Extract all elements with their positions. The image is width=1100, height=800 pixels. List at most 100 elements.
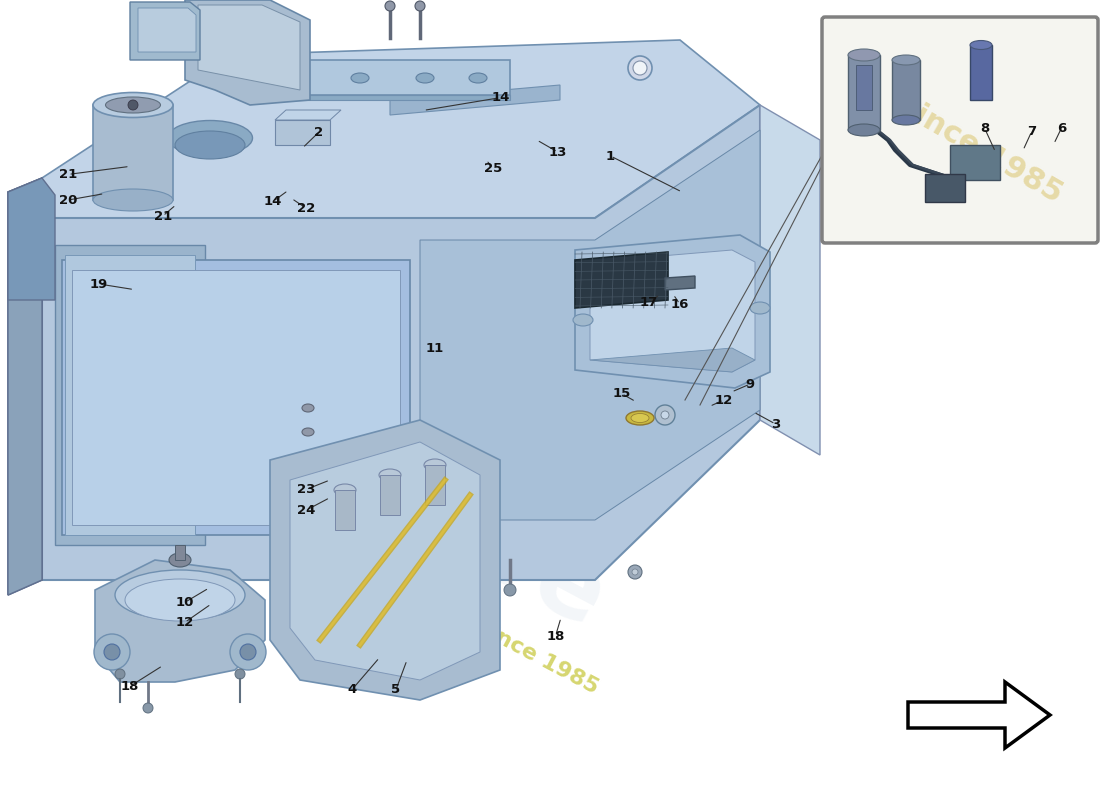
Circle shape [147, 569, 153, 575]
Circle shape [661, 411, 669, 419]
Polygon shape [590, 250, 755, 372]
Polygon shape [390, 85, 560, 115]
Ellipse shape [892, 115, 920, 125]
Ellipse shape [573, 314, 593, 326]
Polygon shape [250, 60, 510, 95]
Polygon shape [290, 442, 480, 680]
Ellipse shape [94, 189, 173, 211]
Ellipse shape [469, 73, 487, 83]
Text: 12: 12 [176, 616, 194, 629]
Ellipse shape [892, 55, 920, 65]
Polygon shape [275, 110, 341, 120]
Text: 5: 5 [392, 683, 400, 696]
Text: 10: 10 [176, 596, 194, 609]
Text: 22: 22 [297, 202, 315, 214]
Polygon shape [590, 348, 755, 372]
Polygon shape [275, 120, 330, 145]
Bar [950, 145, 1000, 180]
Ellipse shape [116, 570, 245, 620]
Text: 14: 14 [492, 91, 509, 104]
Ellipse shape [302, 428, 313, 436]
Circle shape [628, 565, 642, 579]
Circle shape [472, 569, 478, 575]
Polygon shape [130, 2, 200, 60]
Text: 25: 25 [484, 162, 502, 174]
Text: 7: 7 [1027, 125, 1036, 138]
Ellipse shape [286, 73, 304, 83]
Bar [425, 465, 446, 505]
Polygon shape [62, 260, 410, 535]
Ellipse shape [351, 73, 369, 83]
Ellipse shape [169, 553, 191, 567]
Text: 15: 15 [613, 387, 630, 400]
Circle shape [654, 405, 675, 425]
Polygon shape [185, 0, 310, 105]
Text: 4: 4 [348, 683, 356, 696]
Ellipse shape [848, 49, 880, 61]
Text: 16: 16 [671, 298, 689, 310]
Text: 8: 8 [980, 122, 989, 134]
Circle shape [143, 565, 157, 579]
Text: 1: 1 [606, 150, 615, 162]
Circle shape [230, 634, 266, 670]
Text: since 1985: since 1985 [893, 91, 1067, 209]
Text: 17: 17 [640, 296, 658, 309]
Circle shape [628, 56, 652, 80]
Text: 3: 3 [771, 418, 780, 430]
Circle shape [143, 703, 153, 713]
Bar [336, 490, 355, 530]
Ellipse shape [626, 411, 654, 425]
FancyBboxPatch shape [822, 17, 1098, 243]
Ellipse shape [970, 41, 992, 50]
Bar [848, 55, 880, 130]
Text: 9: 9 [746, 378, 755, 390]
Text: 18: 18 [121, 680, 139, 693]
Ellipse shape [334, 484, 356, 496]
Text: 19: 19 [90, 278, 108, 290]
Circle shape [94, 634, 130, 670]
Polygon shape [8, 178, 42, 595]
Circle shape [240, 644, 256, 660]
Circle shape [632, 61, 647, 75]
Ellipse shape [750, 302, 770, 314]
Ellipse shape [379, 469, 401, 481]
Ellipse shape [125, 579, 235, 621]
Polygon shape [95, 560, 265, 682]
Polygon shape [250, 95, 510, 100]
Ellipse shape [848, 124, 880, 136]
Text: 2: 2 [315, 126, 323, 138]
Polygon shape [55, 245, 205, 545]
Circle shape [128, 100, 138, 110]
Circle shape [415, 1, 425, 11]
Polygon shape [65, 255, 195, 535]
Circle shape [385, 1, 395, 11]
Ellipse shape [302, 404, 313, 412]
Polygon shape [908, 682, 1050, 748]
Bar [856, 65, 872, 110]
Polygon shape [42, 40, 760, 218]
Ellipse shape [106, 97, 161, 113]
Bar [94, 105, 173, 200]
Text: 12: 12 [715, 394, 733, 406]
Text: a passion for parts since 1985: a passion for parts since 1985 [258, 502, 602, 698]
Polygon shape [198, 5, 300, 90]
Polygon shape [575, 252, 668, 308]
Circle shape [308, 565, 322, 579]
Ellipse shape [175, 131, 245, 159]
Polygon shape [270, 420, 500, 700]
Polygon shape [760, 105, 820, 455]
Circle shape [504, 584, 516, 596]
Polygon shape [42, 105, 760, 580]
Ellipse shape [167, 121, 253, 155]
Text: 11: 11 [426, 342, 443, 354]
Text: 21: 21 [59, 168, 77, 181]
Circle shape [104, 644, 120, 660]
Circle shape [468, 565, 482, 579]
Text: 23: 23 [297, 483, 315, 496]
Bar [892, 60, 920, 120]
Text: 14: 14 [264, 195, 282, 208]
Polygon shape [575, 235, 770, 388]
Polygon shape [8, 178, 55, 300]
Circle shape [116, 669, 125, 679]
Bar [970, 45, 992, 100]
